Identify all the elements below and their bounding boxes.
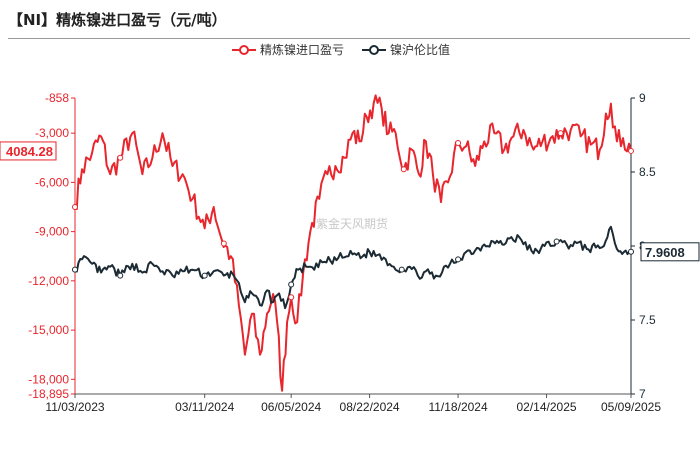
marker-import-profit — [628, 147, 634, 154]
right-tick-label: 9 — [639, 91, 646, 105]
x-tick-label: 08/22/2024 — [340, 400, 400, 414]
marker-ratio — [117, 272, 124, 279]
right-tick-label: 7 — [639, 387, 646, 401]
right-tick-label: 7.5 — [639, 313, 656, 327]
x-tick-label: 05/09/2025 — [601, 400, 661, 414]
marker-ratio — [288, 281, 295, 288]
marker-import-profit — [117, 154, 124, 161]
last-value-box-right — [640, 242, 700, 262]
marker-ratio — [201, 272, 208, 279]
last-value-text-right: 7.9608 — [645, 245, 685, 260]
x-tick-label: 02/14/2025 — [517, 400, 577, 414]
left-tick-label: -9,000 — [35, 225, 69, 239]
marker-ratio — [398, 266, 405, 273]
right-tick-label: 8.5 — [639, 165, 656, 179]
x-tick-label: 11/03/2023 — [45, 400, 104, 414]
left-tick-label: -12,000 — [28, 274, 69, 288]
x-tick-label: 06/05/2024 — [261, 400, 321, 414]
x-tick-label: 11/18/2024 — [428, 400, 487, 414]
left-tick-label: -858 — [45, 91, 69, 105]
left-tick-label: -15,000 — [28, 323, 69, 337]
series-line-ratio — [74, 225, 632, 310]
marker-import-profit — [557, 130, 564, 137]
legend: 精炼镍进口盈亏 镍沪伦比值 — [0, 41, 700, 59]
legend-label-import-profit: 精炼镍进口盈亏 — [260, 43, 345, 57]
marker-ratio — [455, 256, 462, 263]
chart-title: 【NI】精炼镍进口盈亏（元/吨） — [8, 11, 227, 29]
marker-ratio — [72, 266, 78, 273]
last-value-badge-right: 7.9608 — [640, 242, 700, 262]
left-tick-label: -18,895 — [28, 387, 69, 401]
left-tick-label: -18,000 — [28, 372, 69, 386]
title-divider — [8, 38, 690, 39]
marker-import-profit — [72, 203, 78, 210]
marker-import-profit — [400, 166, 407, 173]
left-tick-label: -6,000 — [35, 175, 69, 189]
marker-import-profit — [220, 240, 227, 247]
marker-ratio — [553, 238, 560, 245]
left-tick-label: -3,000 — [35, 126, 69, 140]
watermark-text: 紫金天风期货 — [316, 216, 388, 231]
marker-import-profit — [288, 294, 295, 301]
legend-item-ratio[interactable]: 镍沪伦比值 — [362, 41, 450, 58]
legend-swatch-red — [232, 44, 256, 55]
x-tick-label: 03/11/2024 — [175, 400, 234, 414]
last-value-badge-left: 4084.28 — [0, 141, 57, 161]
legend-item-import-profit[interactable]: 精炼镍进口盈亏 — [232, 41, 344, 58]
marker-ratio — [628, 248, 634, 255]
marker-import-profit — [455, 139, 462, 146]
legend-label-ratio: 镍沪伦比值 — [390, 43, 451, 57]
series-line-import-profit — [74, 94, 632, 392]
legend-swatch-dark — [362, 44, 386, 55]
last-value-text-left: 4084.28 — [6, 144, 53, 159]
last-value-box-left — [0, 141, 57, 161]
